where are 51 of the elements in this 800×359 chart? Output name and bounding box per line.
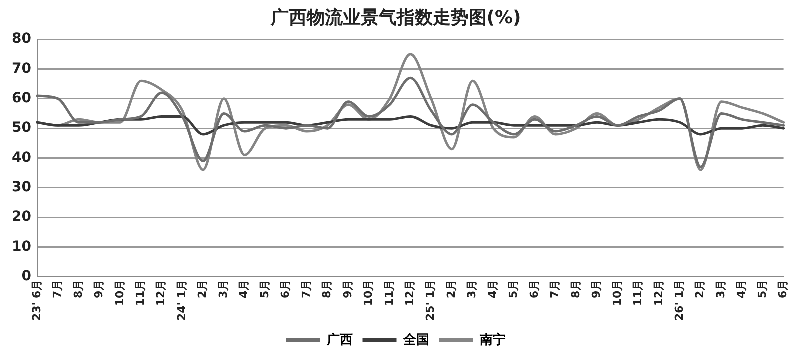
x-tick-label: 23' 6月 — [30, 280, 44, 322]
y-tick-label: 30 — [12, 180, 32, 196]
legend-label: 全国 — [402, 332, 430, 348]
x-tick-label: 5月 — [756, 280, 769, 298]
x-tick-label: 10月 — [610, 280, 624, 306]
y-tick-label: 40 — [12, 150, 32, 166]
chart-title: 广西物流业景气指数走势图(%) — [270, 7, 522, 28]
x-tick-label: 6月 — [528, 280, 541, 298]
x-tick-label: 11月 — [382, 280, 396, 306]
x-tick-label: 9月 — [341, 280, 354, 298]
x-tick-label: 4月 — [486, 280, 500, 298]
x-tick-label: 2月 — [444, 280, 458, 298]
y-tick-label: 10 — [12, 238, 32, 255]
x-tick-label: 26' 1月 — [673, 280, 686, 322]
x-tick-label: 5月 — [258, 280, 272, 298]
x-tick-label: 9月 — [92, 280, 106, 298]
y-tick-label: 80 — [12, 31, 32, 48]
x-tick-label: 7月 — [548, 280, 562, 298]
x-tick-label: 6月 — [776, 280, 790, 298]
x-tick-label: 12月 — [154, 280, 168, 306]
line-series — [36, 76, 786, 168]
x-tick-label: 12月 — [652, 280, 666, 306]
x-tick-label: 4月 — [238, 280, 251, 298]
x-tick-label: 4月 — [735, 280, 748, 298]
x-tick-label: 8月 — [569, 280, 582, 298]
x-tick-label: 11月 — [632, 280, 645, 306]
y-tick-label: 0 — [22, 268, 32, 284]
x-tick-label: 2月 — [694, 280, 707, 298]
x-tick-label: 12月 — [404, 280, 416, 306]
x-tick-label: 10月 — [362, 280, 376, 306]
x-tick-label: 3月 — [216, 280, 230, 298]
x-tick-label: 3月 — [714, 280, 728, 298]
y-tick-label: 20 — [12, 209, 32, 226]
y-tick-label: 50 — [12, 120, 32, 136]
y-tick-label: 70 — [12, 60, 32, 77]
x-tick-label: 25' 1月 — [424, 280, 438, 322]
x-tick-label: 7月 — [300, 280, 313, 298]
x-tick-label: 11月 — [134, 280, 147, 306]
x-tick-label: 6月 — [279, 280, 292, 298]
x-tick-label: 8月 — [320, 280, 334, 298]
x-tick-label: 5月 — [507, 280, 520, 298]
x-tick-label: 24' 1月 — [175, 280, 188, 322]
legend-label: 南宁 — [478, 332, 506, 348]
x-tick-label: 9月 — [590, 280, 604, 298]
x-tick-label: 7月 — [51, 280, 64, 298]
y-tick-label: 60 — [12, 90, 32, 107]
x-tick-label: 8月 — [72, 280, 85, 298]
x-tick-label: 10月 — [113, 280, 126, 306]
legend-label: 广西 — [326, 332, 353, 348]
x-tick-label: 3月 — [466, 280, 479, 298]
x-tick-label: 2月 — [196, 280, 210, 298]
